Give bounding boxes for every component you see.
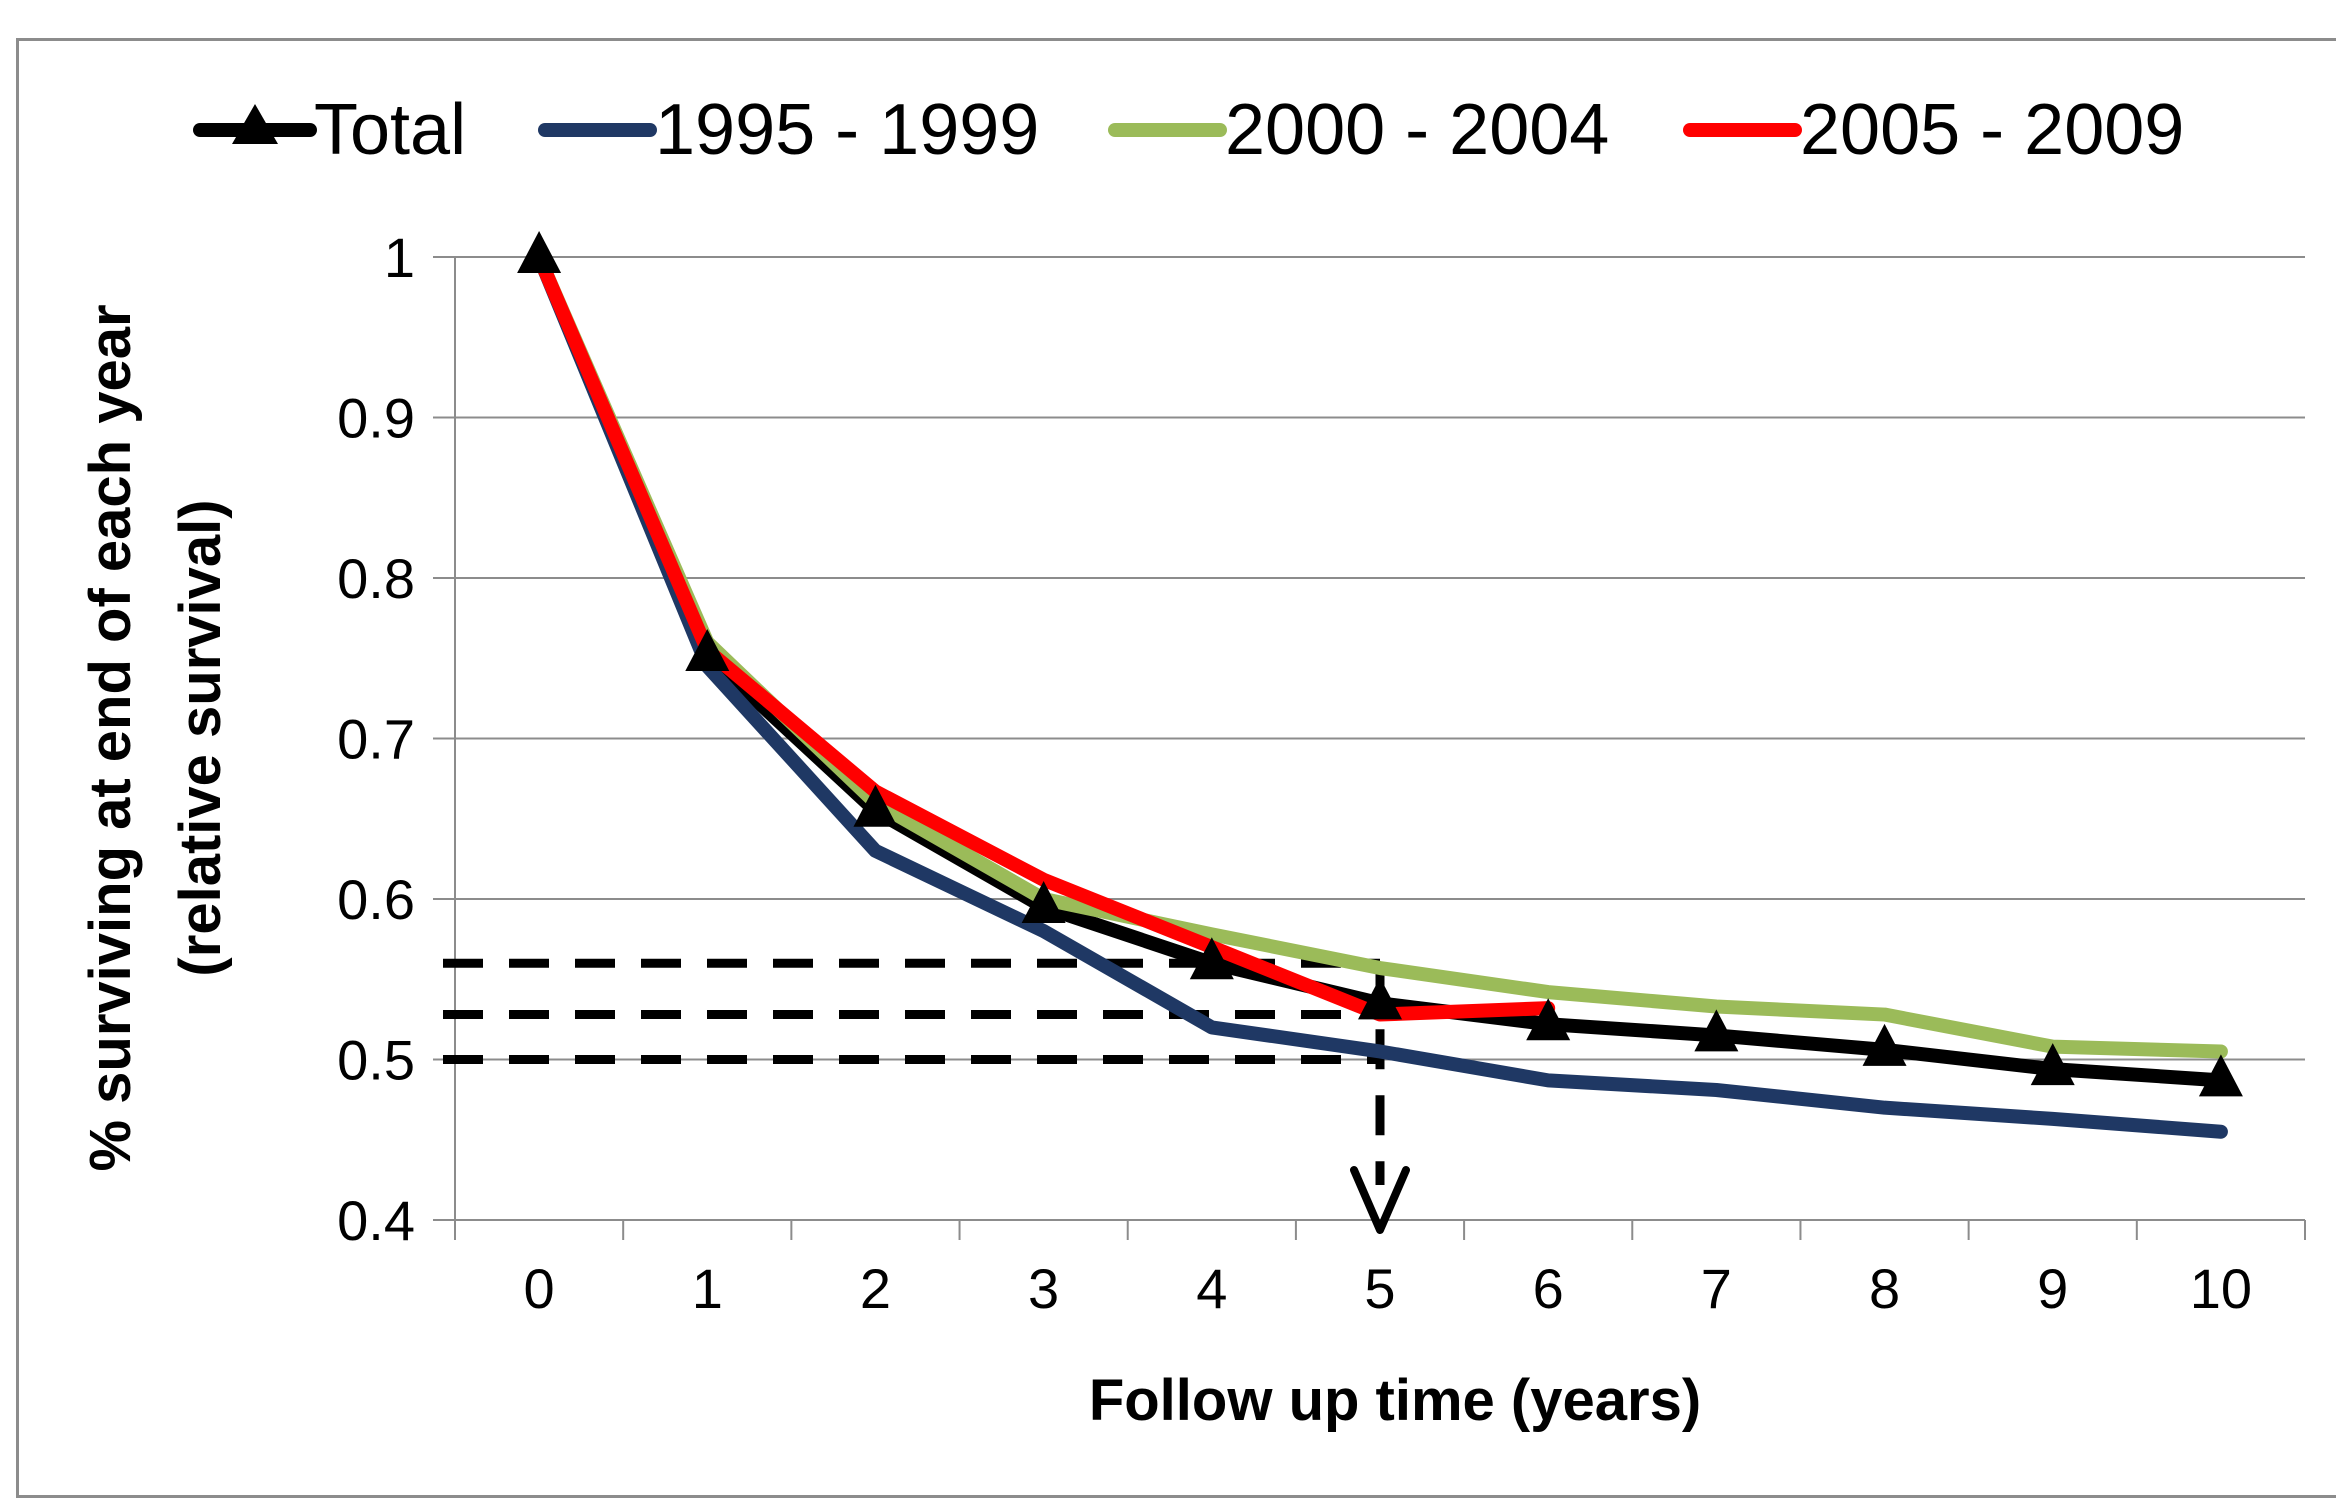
legend-item-2005-2009: 2005 - 2009 [1683, 90, 2184, 170]
x-tick-label-7: 7 [1701, 1257, 1732, 1320]
legend-item-2000-2004: 2000 - 2004 [1108, 90, 1609, 170]
axes [433, 256, 2306, 1240]
series-line-0 [532, 250, 2228, 1088]
x-tick-label-5: 5 [1364, 1257, 1395, 1320]
x-tick-label-2: 2 [860, 1257, 891, 1320]
total-marker-4 [1189, 937, 1234, 980]
y-tick-label-1: 0.5 [337, 1029, 415, 1092]
total-marker-7 [1694, 1009, 1739, 1052]
x-tick-label-1: 1 [692, 1257, 723, 1320]
x-tick-label-3: 3 [1028, 1257, 1059, 1320]
y-tick-label-2: 0.6 [337, 868, 415, 931]
total-marker-3 [1021, 881, 1066, 924]
legend-item-1995-1999: 1995 - 1999 [538, 90, 1039, 170]
x-axis-title: Follow up time (years) [1089, 1368, 1701, 1433]
series-line-1 [532, 250, 2228, 1139]
chart-frame [16, 38, 2336, 1498]
x-tick-label-6: 6 [1533, 1257, 1564, 1320]
total-marker-10 [2198, 1054, 2243, 1097]
total-marker-2 [853, 784, 898, 827]
legend-label-2000-2004: 2000 - 2004 [1225, 90, 1609, 170]
y-axis-title-line2: (relative survival) [168, 499, 233, 976]
total-marker-8 [1862, 1023, 1907, 1066]
x-tick-label-0: 0 [524, 1257, 555, 1320]
tick-labels: 0.40.50.60.70.80.910 1 2 3 4 5 6 7 8 9 10 [337, 226, 2252, 1320]
arrow-head-at-year-5 [1350, 1166, 1410, 1234]
y-tick-label-4: 0.8 [337, 547, 415, 610]
legend-label-2005-2009: 2005 - 2009 [1800, 90, 2184, 170]
y-tick-label-5: 0.9 [337, 387, 415, 450]
total-marker-6 [1526, 998, 1571, 1041]
y-tick-label-3: 0.7 [337, 708, 415, 771]
x-tick-label-9: 9 [2037, 1257, 2068, 1320]
series-markers [517, 231, 2243, 1097]
total-marker-9 [2030, 1043, 2075, 1086]
total-marker-5 [1358, 977, 1402, 1020]
series-line-2 [532, 250, 2228, 1059]
annotation-dashed-guides [443, 958, 1410, 1234]
x-tick-label-10: 10 [2190, 1257, 2252, 1320]
y-axis-title-line1: % surviving at end of each year [78, 304, 143, 1171]
total-marker-0 [517, 231, 562, 273]
legend-label-total: Total [314, 90, 466, 170]
y-tick-label-0: 0.4 [337, 1189, 415, 1252]
legend-triangle-marker [232, 104, 278, 144]
legend-label-1995-1999: 1995 - 1999 [655, 90, 1039, 170]
total-marker-1 [685, 629, 730, 672]
gridlines [455, 256, 2305, 1221]
legend-item-total: Total [193, 90, 466, 170]
y-tick-label-6: 1 [384, 226, 415, 289]
legend: Total 1995 - 1999 2000 - 2004 2005 - 200… [193, 90, 2184, 170]
x-tick-label-8: 8 [1869, 1257, 1900, 1320]
x-tick-label-4: 4 [1196, 1257, 1227, 1320]
